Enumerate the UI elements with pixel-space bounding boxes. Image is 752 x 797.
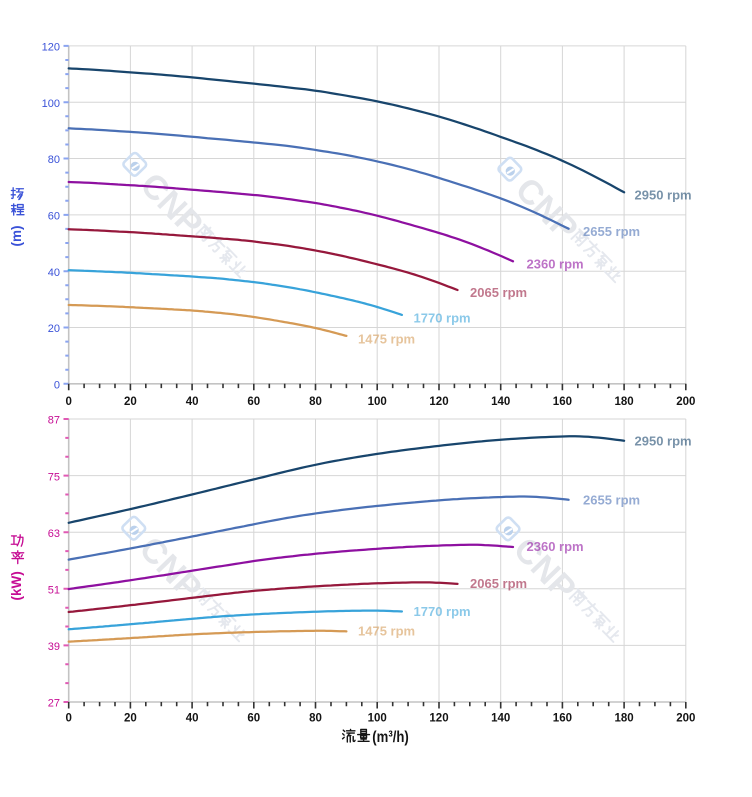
svg-text:2950 rpm: 2950 rpm (635, 188, 692, 203)
svg-text:27: 27 (48, 698, 60, 710)
svg-text:51: 51 (48, 585, 60, 597)
svg-text:20: 20 (124, 712, 137, 724)
svg-text:180: 180 (615, 712, 634, 724)
svg-text:2950 rpm: 2950 rpm (635, 434, 692, 449)
svg-text:75: 75 (48, 471, 60, 483)
svg-text:1770 rpm: 1770 rpm (414, 604, 471, 619)
svg-text:140: 140 (491, 396, 510, 408)
svg-text:80: 80 (309, 396, 322, 408)
svg-text:40: 40 (48, 267, 60, 279)
svg-text:87: 87 (48, 415, 60, 427)
svg-text:2360 rpm: 2360 rpm (527, 257, 584, 272)
svg-text:2655 rpm: 2655 rpm (583, 224, 640, 239)
svg-text:2360 rpm: 2360 rpm (527, 539, 584, 554)
svg-text:60: 60 (247, 712, 260, 724)
svg-text:(kW): (kW) (9, 571, 24, 600)
svg-text:140: 140 (491, 712, 510, 724)
svg-text:200: 200 (676, 712, 695, 724)
svg-text:160: 160 (553, 396, 572, 408)
svg-text:1475 rpm: 1475 rpm (358, 332, 415, 347)
svg-text:120: 120 (429, 396, 448, 408)
svg-text:60: 60 (247, 396, 260, 408)
svg-text:20: 20 (48, 323, 60, 335)
svg-text:60: 60 (48, 211, 60, 223)
svg-text:39: 39 (48, 641, 60, 653)
svg-text:100: 100 (368, 712, 387, 724)
svg-text:180: 180 (615, 396, 634, 408)
svg-text:2065 rpm: 2065 rpm (470, 285, 527, 300)
svg-text:2655 rpm: 2655 rpm (583, 493, 640, 508)
svg-text:(m³/h): (m³/h) (372, 729, 409, 746)
svg-text:200: 200 (676, 396, 695, 408)
svg-text:0: 0 (65, 396, 71, 408)
svg-text:2065 rpm: 2065 rpm (470, 576, 527, 591)
svg-text:120: 120 (42, 42, 60, 54)
svg-text:0: 0 (54, 380, 60, 392)
svg-text:63: 63 (48, 528, 60, 540)
svg-text:40: 40 (186, 712, 199, 724)
svg-text:20: 20 (124, 396, 137, 408)
svg-text:40: 40 (186, 396, 199, 408)
svg-text:100: 100 (42, 98, 60, 110)
svg-text:0: 0 (65, 712, 71, 724)
svg-text:1770 rpm: 1770 rpm (414, 311, 471, 326)
svg-text:80: 80 (309, 712, 322, 724)
svg-text:80: 80 (48, 154, 60, 166)
svg-text:1475 rpm: 1475 rpm (358, 624, 415, 639)
svg-text:(m): (m) (9, 226, 24, 247)
svg-text:120: 120 (429, 712, 448, 724)
svg-text:160: 160 (553, 712, 572, 724)
svg-text:100: 100 (368, 396, 387, 408)
